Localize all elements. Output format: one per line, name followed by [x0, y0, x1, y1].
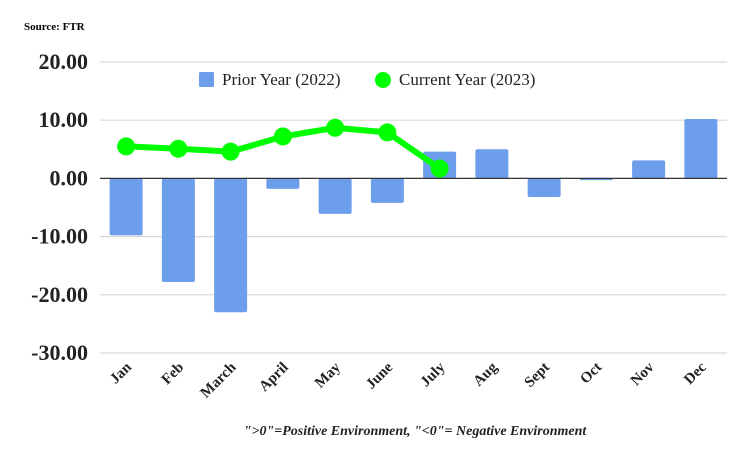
bar-sept: [527, 178, 561, 198]
point-june: [378, 123, 397, 142]
bar-feb: [161, 178, 195, 282]
legend: Prior Year (2022) Current Year (2023): [199, 70, 535, 89]
legend-swatch-prior-year: [199, 72, 214, 87]
y-axis-ticks: 20.00 10.00 0.00 -10.00 -20.00 -30.00: [31, 49, 88, 365]
x-tick-label: Feb: [159, 360, 187, 388]
x-tick-label: Jan: [107, 359, 135, 387]
legend-label-current-year: Current Year (2023): [399, 70, 535, 89]
x-tick-label: Nov: [628, 359, 658, 389]
x-tick-label: June: [363, 359, 396, 392]
point-april: [273, 127, 292, 146]
point-march: [221, 142, 240, 161]
y-tick-label: -10.00: [31, 224, 88, 249]
bar-june: [370, 178, 404, 203]
point-may: [326, 118, 345, 137]
legend-swatch-current-year: [375, 72, 391, 88]
y-tick-label: 10.00: [39, 107, 89, 132]
x-axis-ticks: Jan Feb March April May June July Aug Sept Oct Nov…: [107, 359, 710, 401]
y-tick-label: -30.00: [31, 340, 88, 365]
point-july: [430, 159, 449, 178]
y-tick-label: 0.00: [50, 165, 89, 190]
y-tick-label: -20.00: [31, 282, 88, 307]
source-label: Source: FTR: [24, 21, 85, 33]
bar-jan: [109, 178, 143, 236]
bar-march: [214, 178, 248, 313]
x-tick-label: Oct: [577, 360, 605, 388]
x-tick-label: Sept: [522, 360, 553, 391]
bar-dec: [684, 119, 718, 179]
bars-prior-year: [109, 119, 718, 313]
point-jan: [117, 137, 136, 156]
bar-april: [266, 178, 300, 189]
y-tick-label: 20.00: [39, 49, 89, 74]
x-tick-label: Aug: [471, 359, 502, 390]
gridlines: [100, 61, 727, 354]
bar-aug: [475, 149, 509, 179]
point-feb: [169, 139, 188, 158]
bar-nov: [632, 160, 666, 179]
x-tick-label: July: [418, 359, 449, 390]
x-tick-label: May: [312, 359, 344, 391]
legend-label-prior-year: Prior Year (2022): [222, 70, 341, 89]
x-tick-label: Dec: [681, 359, 710, 388]
line-current-year: [117, 118, 449, 178]
x-tick-label: March: [198, 359, 240, 401]
footnote: ">0"=Positive Environment, "<0"= Negativ…: [243, 424, 587, 439]
x-tick-label: April: [256, 360, 291, 395]
bar-may: [318, 178, 352, 214]
